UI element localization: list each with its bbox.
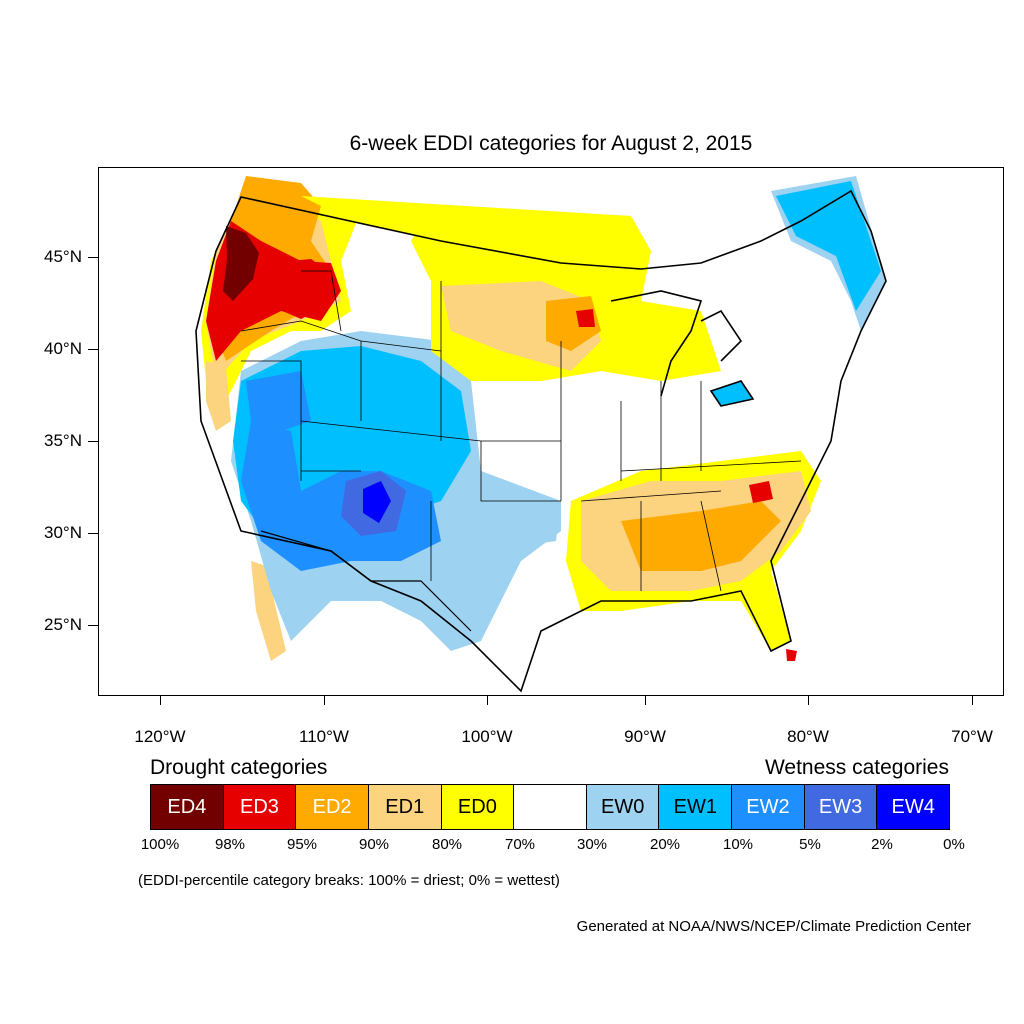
legend-swatch-ew3: EW3 bbox=[804, 785, 878, 829]
lat-tick-25 bbox=[88, 625, 98, 626]
legend-swatch-ew2: EW2 bbox=[732, 785, 805, 829]
ed1-ca-coast bbox=[206, 361, 231, 431]
lon-tick-110 bbox=[324, 696, 325, 705]
great-lakes-outline bbox=[610, 290, 755, 407]
lon-label-90: 90°W bbox=[624, 727, 666, 746]
percentile-90: 90% bbox=[358, 836, 390, 853]
drought-categories-heading: Drought categories bbox=[150, 756, 328, 779]
legend-swatch-ed3: ED3 bbox=[223, 785, 297, 829]
legend-swatch-ew0: EW0 bbox=[586, 785, 660, 829]
ew0-texas bbox=[491, 501, 561, 546]
mexico-border bbox=[260, 530, 472, 632]
legend-swatch-ew1: EW1 bbox=[659, 785, 733, 829]
lon-tick-90 bbox=[645, 696, 646, 705]
percentile-2: 2% bbox=[871, 836, 893, 853]
ed3-south-florida bbox=[786, 649, 797, 661]
ew1-northeast bbox=[776, 181, 881, 311]
ed3-idaho bbox=[269, 259, 331, 319]
lon-label-100: 100°W bbox=[461, 727, 513, 746]
legend-swatch-neutral bbox=[514, 785, 587, 829]
credit-line: Generated at NOAA/NWS/NCEP/Climate Predi… bbox=[576, 918, 971, 935]
ed0-canada-fringe bbox=[301, 196, 631, 241]
map-frame bbox=[98, 167, 1004, 696]
percentile-80: 80% bbox=[431, 836, 463, 853]
state-borders bbox=[240, 270, 802, 592]
ed4-pacific-nw bbox=[223, 226, 259, 301]
lat-label-40: 40°N bbox=[44, 339, 82, 358]
percentile-95: 95% bbox=[286, 836, 318, 853]
lon-label-80: 80°W bbox=[787, 727, 829, 746]
ew1-lake-erie bbox=[711, 381, 753, 406]
percentile-10: 10% bbox=[722, 836, 754, 853]
lat-label-30: 30°N bbox=[44, 523, 82, 542]
legend-swatch-ed0: ED0 bbox=[441, 785, 515, 829]
percentile-20: 20% bbox=[649, 836, 681, 853]
lat-label-45: 45°N bbox=[44, 247, 82, 266]
legend-swatch-ew4: EW4 bbox=[877, 785, 950, 829]
ew2-great-basin bbox=[246, 371, 311, 431]
lon-tick-120 bbox=[160, 696, 161, 705]
lat-label-25: 25°N bbox=[44, 615, 82, 634]
lat-tick-35 bbox=[88, 441, 98, 442]
percentile-70: 70% bbox=[504, 836, 536, 853]
lon-tick-70 bbox=[972, 696, 973, 705]
lon-tick-80 bbox=[808, 696, 809, 705]
lat-tick-45 bbox=[88, 257, 98, 258]
map-title: 6-week EDDI categories for August 2, 201… bbox=[349, 132, 753, 155]
wetness-categories-heading: Wetness categories bbox=[764, 756, 949, 779]
category-legend: ED4 ED3 ED2 ED1 ED0 EW0 EW1 EW2 EW3 EW4 bbox=[150, 784, 950, 830]
lat-label-35: 35°N bbox=[44, 431, 82, 450]
percentile-100: 100% bbox=[140, 836, 180, 853]
ed3-minnesota bbox=[576, 309, 595, 327]
percentile-0: 0% bbox=[943, 836, 965, 853]
lon-label-110: 110°W bbox=[299, 727, 349, 746]
lat-tick-40 bbox=[88, 349, 98, 350]
lon-label-120: 120°W bbox=[134, 727, 186, 746]
category-breaks-note: (EDDI-percentile category breaks: 100% =… bbox=[138, 872, 560, 889]
ed3-carolinas bbox=[749, 481, 773, 503]
ed1-baja-coast bbox=[251, 561, 286, 661]
eddi-map bbox=[195, 176, 887, 693]
ed2-southeast bbox=[621, 501, 781, 571]
ew4-four-corners bbox=[363, 481, 391, 523]
legend-swatch-ed1: ED1 bbox=[368, 785, 442, 829]
lon-label-70: 70°W bbox=[951, 727, 993, 746]
percentile-5: 5% bbox=[799, 836, 821, 853]
lon-tick-100 bbox=[487, 696, 488, 705]
percentile-98: 98% bbox=[214, 836, 246, 853]
lat-tick-30 bbox=[88, 533, 98, 534]
percentile-30: 30% bbox=[576, 836, 608, 853]
legend-swatch-ed2: ED2 bbox=[296, 785, 369, 829]
legend-swatch-ed4: ED4 bbox=[151, 785, 224, 829]
ew2-southwest bbox=[241, 421, 441, 571]
